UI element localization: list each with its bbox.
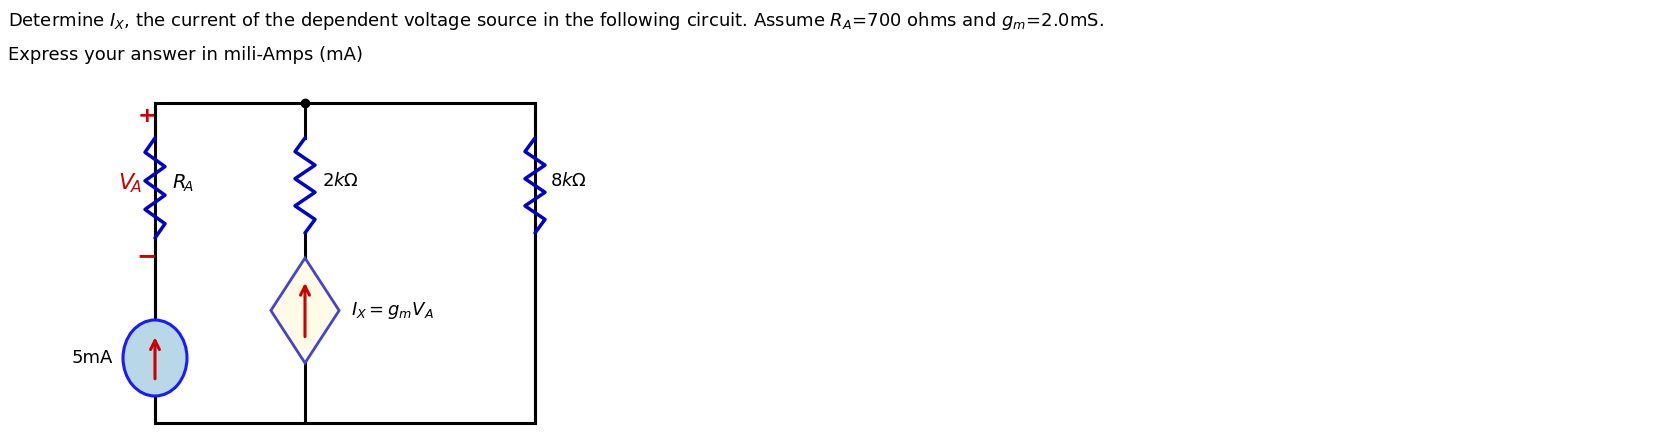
Text: $\mathit{V}_{\!\mathit{A}}$: $\mathit{V}_{\!\mathit{A}}$ <box>117 171 143 195</box>
Text: −: − <box>136 244 158 268</box>
Text: $\mathit{R}_{\!\mathit{A}}$: $\mathit{R}_{\!\mathit{A}}$ <box>173 172 195 194</box>
Bar <box>154 103 535 423</box>
Polygon shape <box>272 258 339 363</box>
Text: Express your answer in mili-Amps (mA): Express your answer in mili-Amps (mA) <box>8 46 362 64</box>
Text: $2k\Omega$: $2k\Omega$ <box>322 172 359 190</box>
Text: +: + <box>138 106 156 126</box>
Text: Determine $I_X$, the current of the dependent voltage source in the following ci: Determine $I_X$, the current of the depe… <box>8 10 1103 32</box>
Text: $I_X = g_mV_A$: $I_X = g_mV_A$ <box>350 300 434 321</box>
Text: 5mA: 5mA <box>72 349 112 367</box>
Ellipse shape <box>122 320 188 396</box>
Text: $8k\Omega$: $8k\Omega$ <box>550 172 587 190</box>
